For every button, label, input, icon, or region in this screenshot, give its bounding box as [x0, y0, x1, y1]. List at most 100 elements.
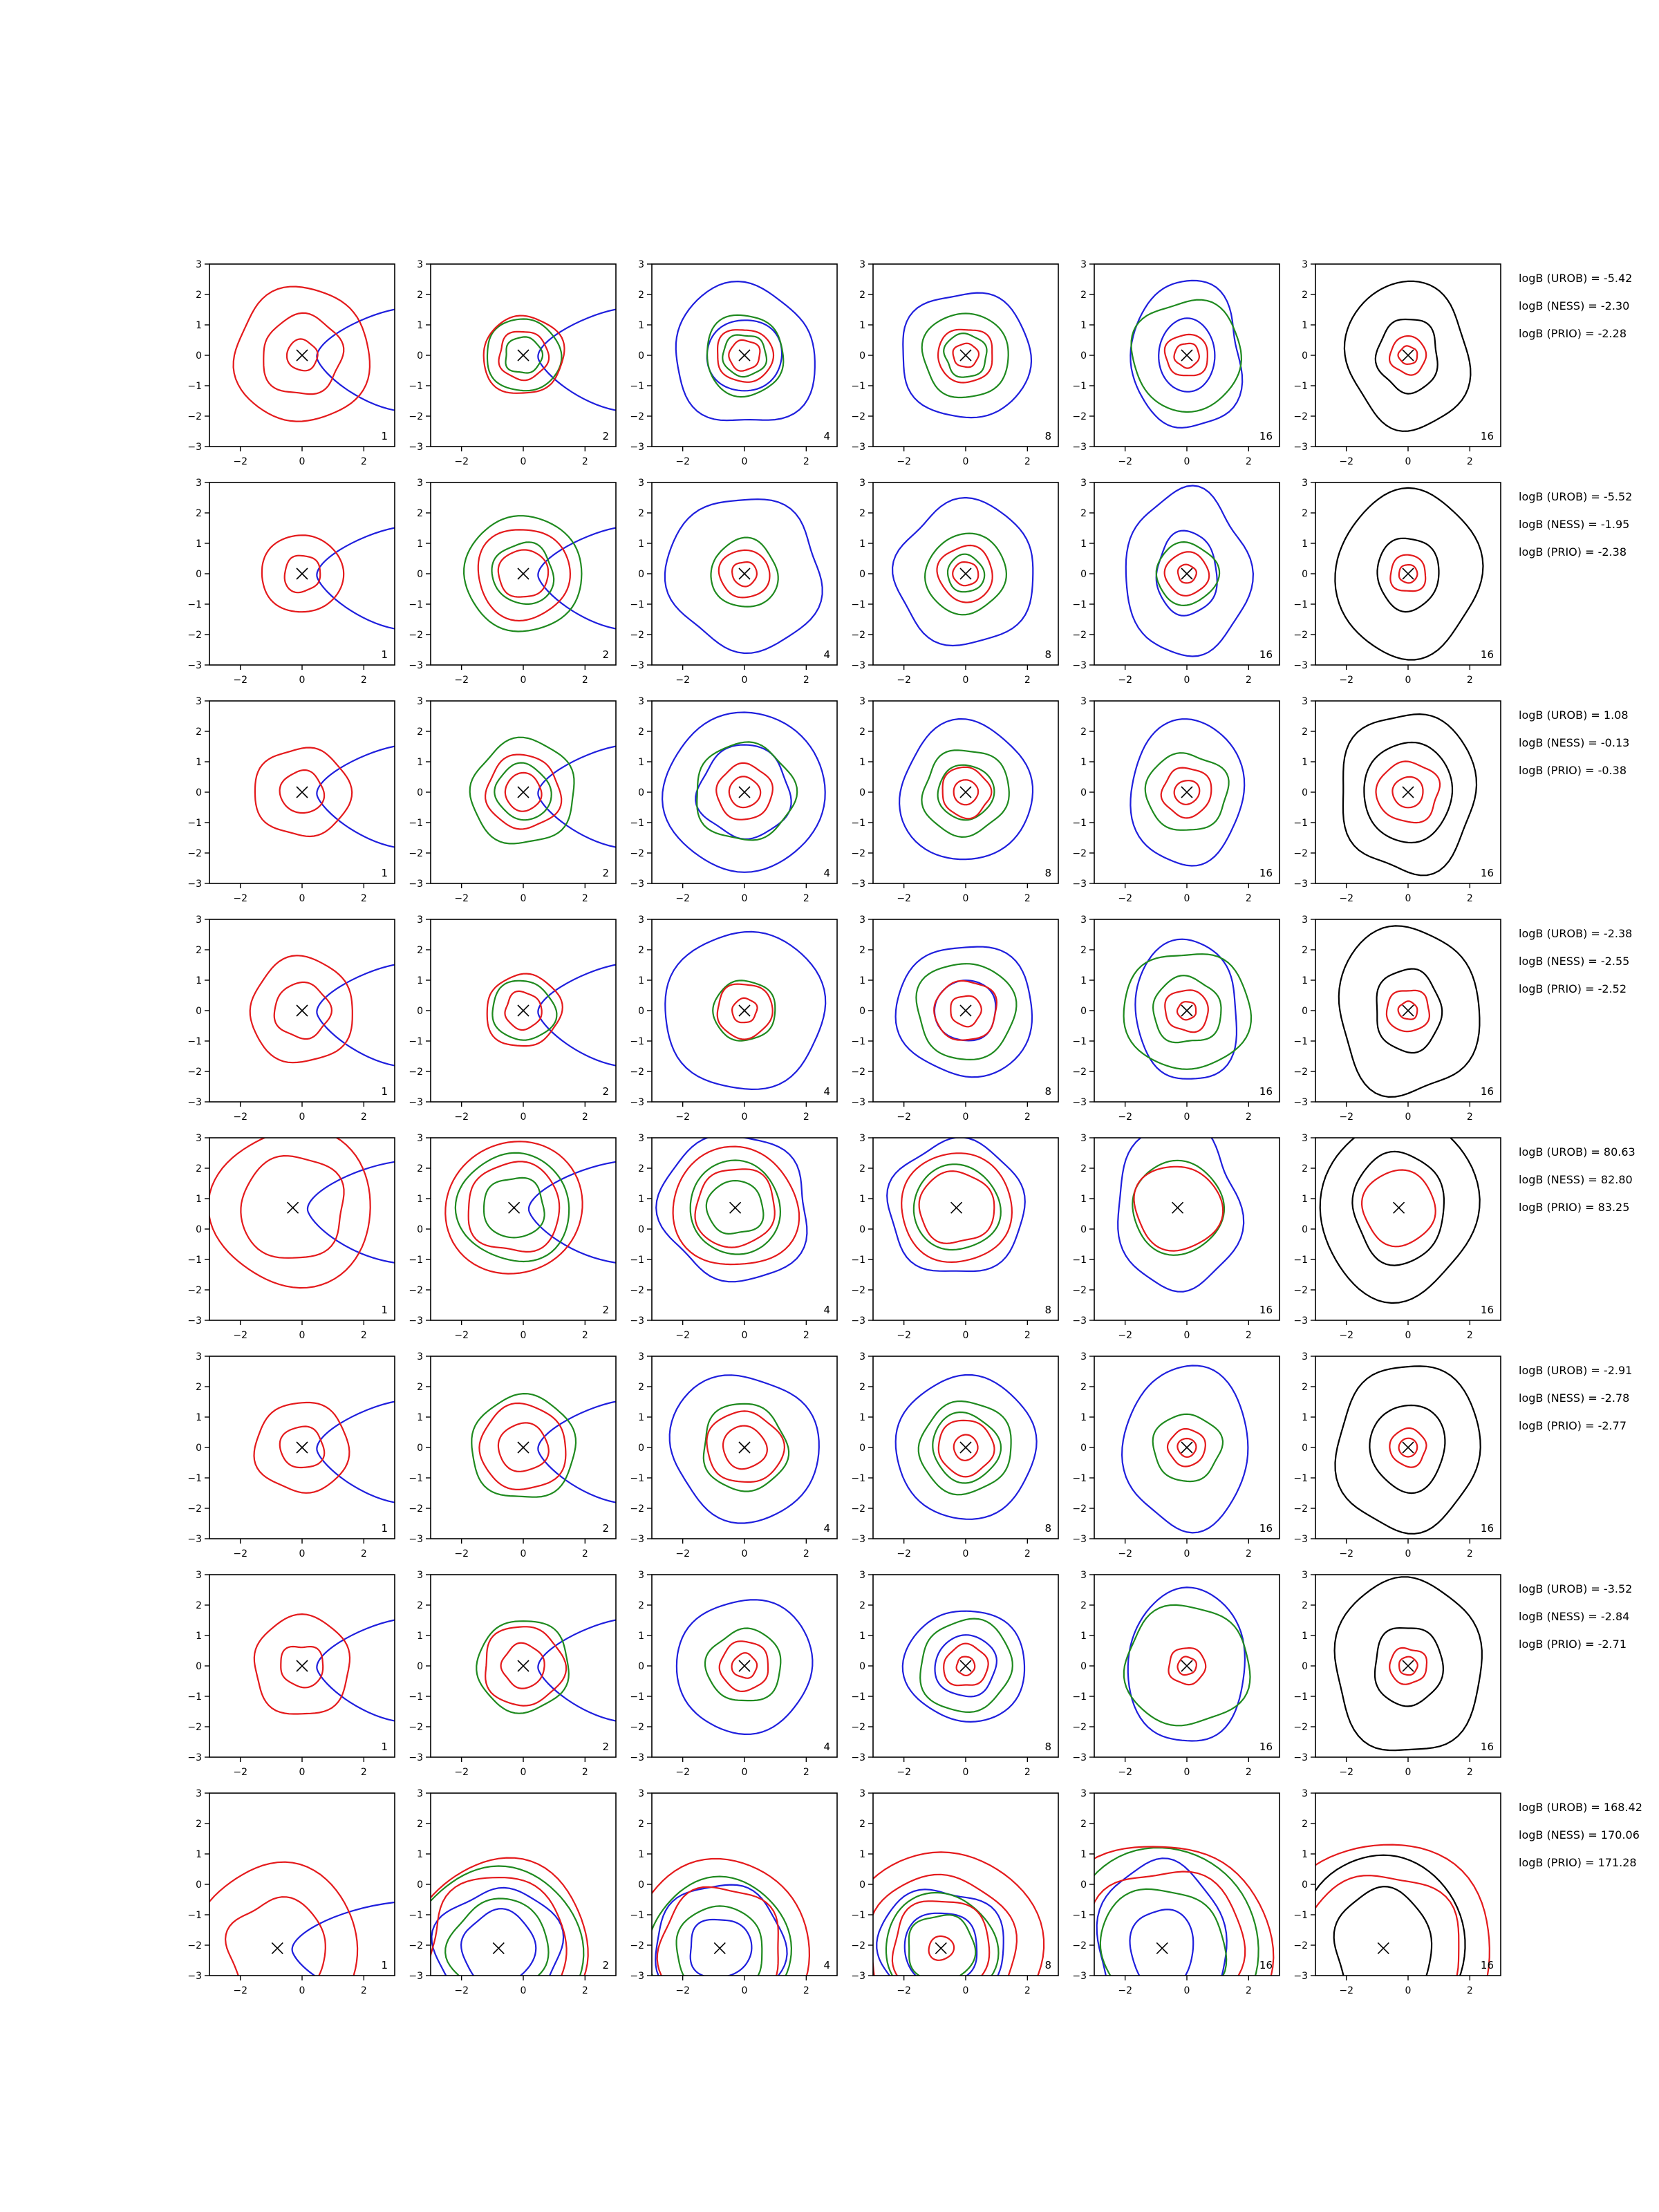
true-value-marker: [517, 1441, 529, 1454]
logb-text: logB (UROB) = 168.42: [1519, 1801, 1642, 1814]
y-tick-label: −2: [1293, 848, 1308, 859]
x-tick-label: −2: [897, 1112, 911, 1123]
x-tick-label: −2: [1118, 1112, 1132, 1123]
red-contour-0: [652, 1857, 811, 1976]
y-tick-label: 2: [638, 727, 644, 738]
panel-r2-c2: −2 0 2 3 2 1 0 −1 −2 −3 4: [630, 696, 838, 904]
panel-label: 4: [823, 430, 830, 442]
y-tick-label: −1: [851, 818, 865, 829]
panel-r4-c0: −2 0 2 3 2 1 0 −1 −2 −3 1: [187, 1133, 395, 1341]
x-tick-label: 2: [1467, 1330, 1473, 1341]
black-contour-1: [1374, 1627, 1445, 1707]
x-tick-label: 2: [1024, 893, 1031, 904]
logb-text: logB (PRIO) = -2.71: [1519, 1638, 1627, 1651]
y-tick-label: 3: [859, 1351, 865, 1362]
y-tick-label: 3: [1302, 915, 1308, 926]
x-tick-label: −2: [675, 1330, 690, 1341]
x-tick-label: 2: [803, 1985, 809, 1996]
red-contour-1: [694, 1168, 776, 1248]
green-contour-1: [722, 334, 768, 378]
y-tick-label: 3: [1302, 259, 1308, 270]
y-tick-label: 1: [859, 320, 865, 331]
black-contour-1: [1333, 1886, 1433, 1976]
y-tick-label: −3: [1072, 442, 1087, 453]
y-tick-label: 3: [638, 1788, 644, 1799]
red-contour-0: [485, 1626, 568, 1707]
x-tick-label: 2: [361, 1985, 367, 1996]
y-tick-label: −1: [187, 1691, 202, 1703]
y-tick-label: −3: [409, 1315, 423, 1327]
y-tick-label: −3: [187, 1971, 202, 1982]
x-tick-label: −2: [1118, 1985, 1132, 1996]
y-tick-label: −3: [187, 1752, 202, 1763]
axes-frame: [872, 1792, 1059, 1976]
y-tick-label: 3: [196, 478, 202, 489]
panel-label: 16: [1481, 1959, 1494, 1971]
red-contour-0: [672, 1145, 800, 1266]
true-value-marker: [1402, 568, 1414, 580]
logb-text: logB (PRIO) = 83.25: [1519, 1201, 1629, 1214]
black-contour-1: [1376, 537, 1440, 613]
y-tick-label: −3: [187, 1097, 202, 1108]
red-contour-0: [444, 1141, 583, 1275]
panel-label: 16: [1481, 867, 1494, 879]
red-contour-1: [1094, 1871, 1246, 1976]
green-contour-1: [943, 332, 988, 378]
panel-label: 16: [1259, 1959, 1273, 1971]
blue-contour-0: [891, 496, 1034, 647]
x-tick-label: 2: [582, 1112, 588, 1123]
logb-text: logB (NESS) = 170.06: [1519, 1828, 1640, 1841]
y-tick-label: 1: [859, 1194, 865, 1205]
green-contour-0: [469, 736, 575, 845]
red-contour-1: [1173, 342, 1201, 369]
green-contour-1: [908, 1914, 977, 1976]
y-tick-label: 0: [417, 1880, 423, 1891]
panel-label: 16: [1481, 648, 1494, 661]
panel-r3-c4: −2 0 2 3 2 1 0 −1 −2 −3 16: [1072, 915, 1280, 1123]
green-contour-0: [706, 314, 785, 398]
green-contour-0: [486, 318, 563, 392]
x-tick-label: 0: [521, 893, 527, 904]
y-tick-label: −2: [630, 1285, 644, 1296]
red-contour-1: [1177, 563, 1197, 584]
red-contour-0: [477, 529, 572, 622]
y-tick-label: 1: [638, 975, 644, 986]
panel-r3-c2: −2 0 2 3 2 1 0 −1 −2 −3 4: [630, 915, 838, 1123]
y-tick-label: 1: [1302, 1849, 1308, 1860]
green-contour-0: [476, 1620, 570, 1714]
red-contour-0: [1094, 1846, 1275, 1976]
true-value-marker: [517, 349, 529, 362]
blue-contour-0: [316, 1400, 395, 1503]
red-contour-1: [240, 1154, 345, 1259]
red-contour-0: [1164, 989, 1209, 1033]
true-value-marker: [517, 1004, 529, 1017]
panel-r7-c0: −2 0 2 3 2 1 0 −1 −2 −3 1: [187, 1788, 395, 1996]
y-tick-label: −3: [1293, 1971, 1308, 1982]
y-tick-label: −3: [630, 660, 644, 671]
y-tick-label: 1: [859, 1631, 865, 1642]
red-contour-0: [717, 329, 775, 383]
panel-r6-c0: −2 0 2 3 2 1 0 −1 −2 −3 1: [187, 1570, 395, 1778]
y-tick-label: 3: [1080, 1133, 1087, 1144]
red-contour-1: [279, 769, 326, 814]
y-tick-label: −1: [630, 1691, 644, 1703]
logb-text: logB (NESS) = -1.95: [1519, 518, 1629, 531]
panel-r0-c3: −2 0 2 3 2 1 0 −1 −2 −3 8: [851, 259, 1059, 467]
y-tick-label: 3: [1080, 1351, 1087, 1362]
red-contour-0: [716, 983, 774, 1040]
y-tick-label: 1: [196, 975, 202, 986]
y-tick-label: 1: [196, 1631, 202, 1642]
true-value-marker: [959, 568, 972, 580]
x-tick-label: 2: [1467, 1112, 1473, 1123]
y-tick-label: 3: [196, 259, 202, 270]
blue-contour-0: [1127, 1586, 1246, 1742]
y-tick-label: 3: [638, 1133, 644, 1144]
true-value-marker: [1181, 349, 1193, 362]
x-tick-label: −2: [1339, 675, 1353, 686]
panel-label: 2: [602, 648, 609, 661]
x-tick-label: 2: [1246, 1330, 1252, 1341]
red-contour-0: [937, 328, 993, 384]
y-tick-label: 2: [417, 1382, 423, 1393]
y-tick-label: 0: [638, 1224, 644, 1235]
y-tick-label: 0: [1302, 1006, 1308, 1017]
